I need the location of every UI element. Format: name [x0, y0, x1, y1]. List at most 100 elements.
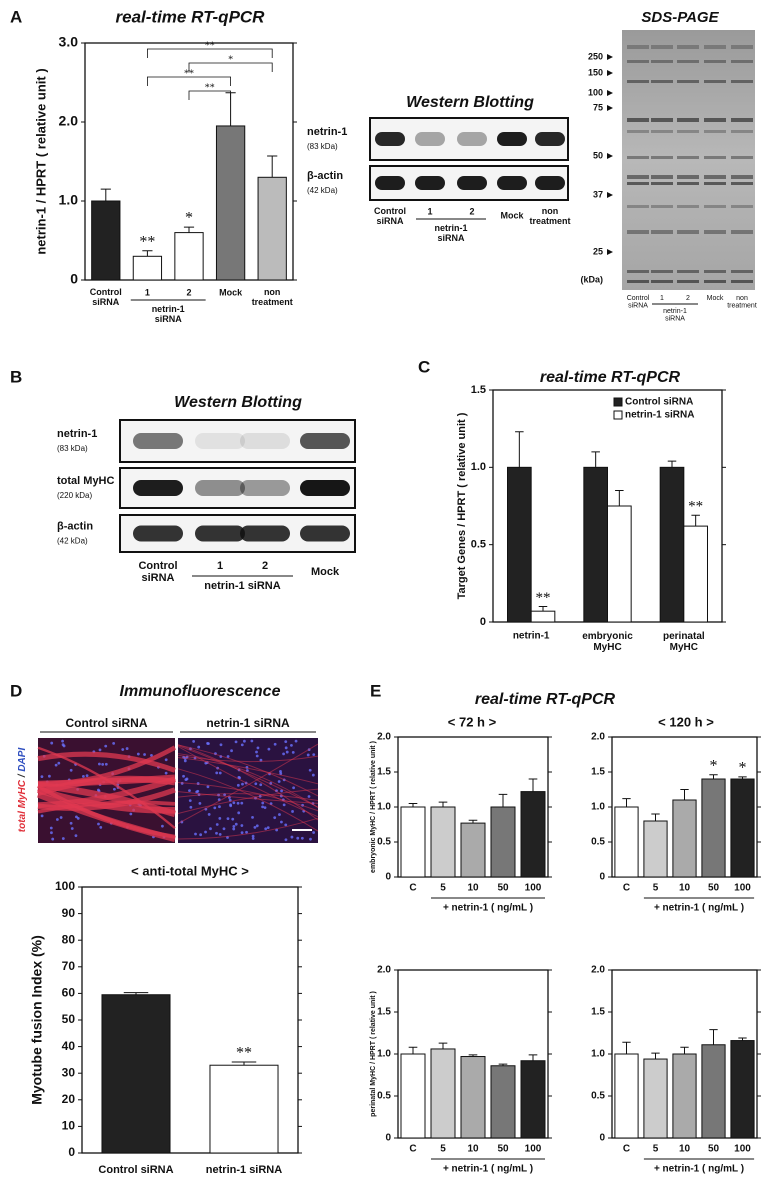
x-tick-label: 10: [679, 1144, 691, 1155]
band: [133, 480, 183, 496]
bracket-label: **: [184, 68, 194, 79]
y-tick-label: 0: [70, 271, 78, 287]
error-bar: [528, 778, 538, 792]
row-size: (42 kDa): [307, 186, 338, 195]
y-tick-label: 0.5: [471, 539, 486, 551]
marker-arrow: [607, 70, 613, 76]
error-bar: [651, 813, 660, 821]
y-tick-label: 10: [62, 1119, 76, 1133]
nucleus: [54, 763, 58, 767]
gel-band: [627, 80, 649, 83]
bar: [607, 505, 632, 623]
nucleus: [250, 739, 254, 743]
nucleus: [188, 789, 191, 793]
unit-label: (kDa): [580, 274, 603, 284]
x-tick-label: 5: [440, 883, 446, 894]
group-label: netrin-1 siRNA: [663, 308, 687, 323]
gel-band: [677, 156, 699, 159]
bar: [490, 1065, 516, 1139]
myotube: [177, 744, 319, 797]
gel-band: [704, 156, 726, 159]
nucleus: [237, 811, 241, 815]
nucleus: [51, 837, 55, 841]
bar: [209, 1064, 279, 1154]
x-tick-label: 50: [497, 1144, 509, 1155]
nucleus: [231, 817, 235, 821]
nucleus: [290, 835, 294, 839]
nucleus: [232, 801, 236, 805]
group-label: netrin-1 siRNA: [204, 580, 280, 592]
x-tick-label: C: [623, 1144, 630, 1155]
y-tick-label: 80: [62, 932, 76, 946]
row-size: (42 kDa): [57, 537, 88, 546]
error-bar: [498, 793, 508, 807]
error-bar: [438, 801, 448, 807]
bar: [701, 1044, 726, 1139]
nucleus: [97, 822, 100, 826]
myotube: [37, 751, 176, 773]
gel-band: [651, 270, 673, 273]
lane-label: 2: [262, 560, 268, 572]
nucleus: [218, 817, 222, 820]
nucleus: [296, 836, 300, 840]
lane-label: Control siRNA: [627, 295, 650, 310]
marker-arrow: [607, 249, 613, 255]
y-tick-label: 0.5: [377, 1091, 391, 1102]
nucleus: [215, 823, 219, 826]
error-bar: [100, 188, 111, 201]
gel-band: [731, 182, 753, 185]
gel-band: [627, 118, 649, 122]
y-axis-label: embryonic MyHC / HPRT ( relative unit ): [370, 741, 377, 873]
x-tick-label: 100: [734, 1144, 751, 1155]
nucleus: [164, 758, 168, 762]
band: [535, 176, 565, 190]
nucleus: [237, 776, 241, 779]
nucleus: [97, 762, 101, 766]
nucleus: [285, 750, 289, 754]
nucleus: [267, 747, 271, 751]
x-tick-label: perinatal MyHC: [663, 631, 705, 653]
nucleus: [284, 838, 288, 842]
y-axis-label: perinatal MyHC / HPRT ( relative unit ): [370, 991, 377, 1117]
error-bar: [709, 774, 718, 779]
x-tick-label: 10: [467, 883, 479, 894]
marker-label: 75: [593, 102, 603, 112]
gel-band: [627, 182, 649, 185]
x-tick-label: 100: [734, 883, 751, 894]
x-tick-label: 10: [467, 1144, 479, 1155]
gel-band: [731, 45, 753, 49]
lane-label: Mock: [311, 566, 340, 578]
marker-arrow: [607, 90, 613, 96]
nucleus: [300, 836, 304, 840]
nucleus: [232, 827, 236, 831]
x-tick-label: 50: [497, 883, 509, 894]
y-tick-label: 1.0: [471, 461, 486, 473]
band: [133, 525, 183, 542]
bar: [215, 125, 246, 281]
nucleus: [282, 803, 286, 807]
nucleus: [206, 785, 210, 789]
gel-band: [627, 175, 649, 179]
bar: [530, 610, 556, 623]
gel-band: [704, 45, 726, 49]
nucleus: [50, 831, 53, 835]
gel-band: [704, 182, 726, 185]
nucleus: [255, 824, 259, 828]
myotube: [177, 754, 319, 763]
nucleus: [40, 775, 44, 779]
stain-name: total MyHC: [17, 779, 28, 832]
nucleus: [161, 824, 164, 828]
marker-label: 150: [588, 67, 603, 77]
nucleus: [273, 816, 277, 820]
y-axis-label: Myotube fusion Index (%): [29, 935, 45, 1105]
x-tick-label: Control siRNA: [98, 1164, 173, 1176]
x-tick-label: 100: [525, 1144, 542, 1155]
error-bar: [267, 155, 278, 178]
nucleus: [273, 742, 277, 746]
error-bar: [468, 819, 478, 824]
stain-name: DAPI: [17, 748, 28, 772]
gel-band: [677, 118, 699, 122]
image-label: Control siRNA: [66, 716, 148, 730]
nucleus: [282, 752, 285, 756]
x-tick-label: C: [409, 883, 416, 894]
